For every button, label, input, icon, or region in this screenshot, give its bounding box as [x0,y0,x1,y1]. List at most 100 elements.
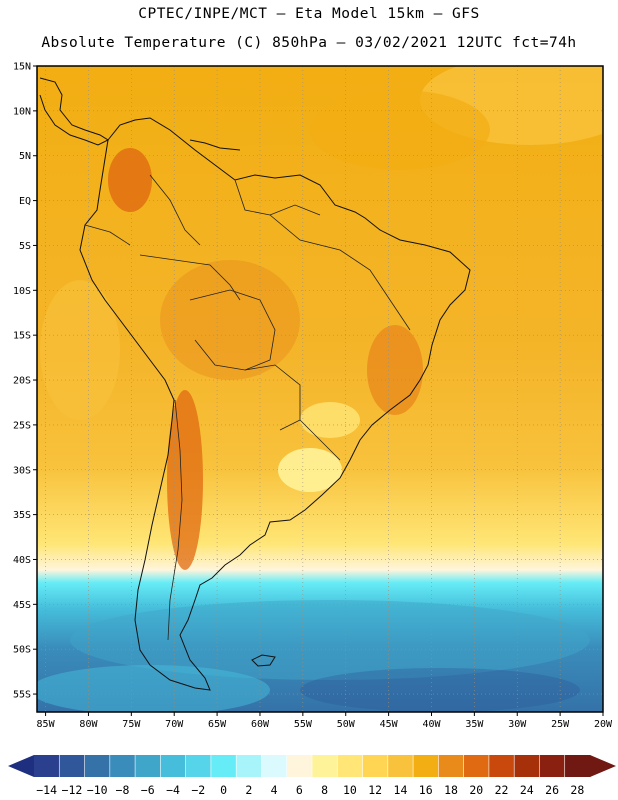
cold-zone-drake [37,665,270,712]
colorbar-swatch [286,755,313,777]
lat-tick-label: 5N [19,151,31,162]
lon-tick-label: 20W [594,719,613,730]
south-america-outline [79,117,471,691]
colorbar-swatch [337,755,364,777]
colorbar-label: 20 [469,783,483,797]
colorbar-swatch [564,755,591,777]
lon-tick-label: 65W [208,719,227,730]
lon-tick-label: 30W [508,719,527,730]
colorbar-high-arrow [590,755,616,777]
colorbar-swatch [160,755,187,777]
colorbar-swatch [463,755,490,777]
lat-tick-label: 55S [13,690,31,701]
border-brazil-south [299,419,341,461]
lon-tick-label: 25W [551,719,570,730]
colorbar-swatch [539,755,566,777]
coldest-zone [300,668,580,712]
map-frame [36,65,604,713]
lat-tick-label: 20S [13,376,31,387]
colorbar-swatch [135,755,161,777]
colorbar-label: 18 [444,783,458,797]
lat-tick-label: 10N [13,106,31,117]
colorbar-label: −12 [62,783,83,797]
mild-zone-pacific [40,280,120,420]
border-brazil-states [269,214,411,331]
colorbar-swatch [261,755,288,777]
colorbar-label: −10 [87,783,108,797]
border-ecuador [84,224,131,246]
colorbar-label: −14 [36,783,57,797]
border-colombia-venezuela [149,174,201,246]
colorbar-swatch [185,755,212,777]
colorbar-swatch [34,755,60,777]
colorbar-label: 2 [245,783,252,797]
colorbar-swatch [109,755,136,777]
colorbar-swatch [362,755,389,777]
lon-tick-label: 55W [294,719,313,730]
lon-tick-label: 75W [122,719,141,730]
border-bolivia [189,289,276,371]
colorbar-label: 28 [570,783,584,797]
title-line-2: Absolute Temperature (C) 850hPa — 03/02/… [41,35,577,51]
lat-tick-label: 25S [13,420,31,431]
colorbar-swatch [438,755,465,777]
colorbar-label: 24 [520,783,534,797]
lat-tick-label: 10S [13,286,31,297]
colorbar-swatch [488,755,515,777]
lat-tick-label: 50S [13,645,31,656]
colorbar-label: 26 [545,783,559,797]
country-borders [84,174,411,641]
colorbar-swatch [514,755,540,777]
colorbar-swatch [210,755,237,777]
colorbar-label: 10 [343,783,357,797]
colorbar-swatch [59,755,86,777]
mild-zone-south-brazil [300,402,360,438]
lon-tick-label: 80W [79,719,98,730]
latitude-labels: 15N 10N 5N EQ 5S 10S 15S 20S 25S 30S 35S 40S 45S 50S 5… [13,62,37,701]
colorbar-label: 8 [321,783,328,797]
colorbar-label: 4 [271,783,278,797]
falklands-outline [251,654,276,667]
title-line-1: CPTEC/INPE/MCT — Eta Model 15km — GFS [138,6,480,22]
colorbar-swatch [236,755,262,777]
lat-tick-label: 15S [13,331,31,342]
colorbar-label: −6 [141,783,155,797]
lat-tick-label: 45S [13,600,31,611]
lon-tick-label: 85W [37,719,56,730]
hot-zone-andes [167,390,203,570]
temperature-field [37,66,603,712]
colorbar-low-arrow [8,755,34,777]
border-paraguay [244,364,301,431]
warm-zone-caribbean [310,90,490,170]
colorbar-label: 12 [368,783,382,797]
hot-zone-colombia [108,148,152,212]
lat-tick-label: 5S [19,241,31,252]
colorbar-label: 0 [220,783,227,797]
border-peru-brazil [139,254,241,301]
colorbar-label: 22 [495,783,509,797]
colorbar-label: 6 [296,783,303,797]
colorbar-swatch [413,755,439,777]
colorbar-label: −4 [166,783,180,797]
colorbar-swatch [84,755,111,777]
hot-zone-brazil-east [367,325,423,415]
lat-tick-label: 35S [13,510,31,521]
lat-tick-label: 40S [13,555,31,566]
lon-tick-label: 60W [251,719,270,730]
colorbar-label: −8 [116,783,130,797]
warm-zone-bolivia [160,260,300,380]
lat-tick-label: 15N [13,62,31,73]
border-chile-argentina [167,399,183,641]
longitude-labels: 85W 80W 75W 70W 65W 60W 55W 50W 45W 40W 35W 30W 25W 2… [37,712,613,730]
colorbar-label: 16 [419,783,433,797]
colorbar-labels: −14 −12 −10 −8 −6 −4 −2 0 2 4 6 8 10 12 14 16 18 20 22 24 26… [36,783,584,797]
lon-tick-label: 40W [422,719,441,730]
coastlines [39,77,471,691]
lon-tick-label: 45W [380,719,399,730]
colorbar-swatch [312,755,338,777]
lat-tick-label: 30S [13,465,31,476]
lon-tick-label: 50W [337,719,356,730]
central-america-outline [39,77,110,146]
colorbar-label: 14 [394,783,408,797]
